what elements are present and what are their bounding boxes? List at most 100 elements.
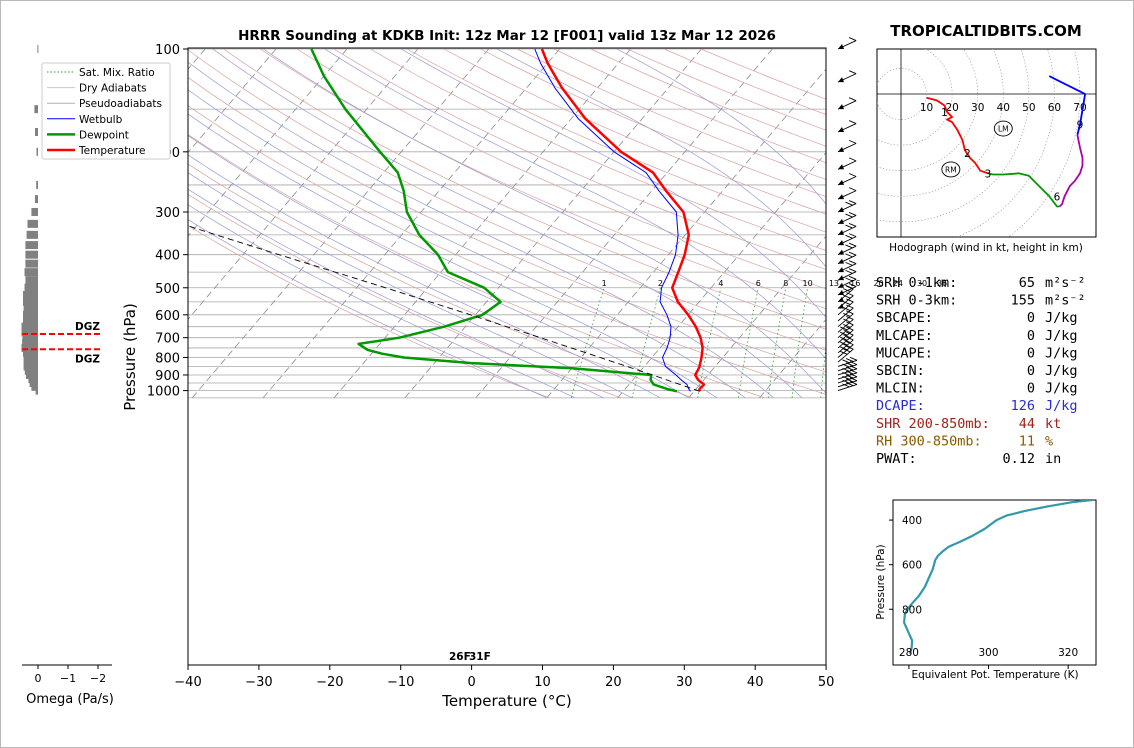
- stat-pwat-label: PWAT:: [876, 451, 917, 467]
- mix-ratio-label: 6: [756, 279, 761, 288]
- wind-barb: [837, 251, 857, 265]
- theta-e-x-tick-label: 300: [979, 647, 999, 659]
- series-wetbulb-line: [534, 48, 691, 392]
- pseudoadiabat-line: [497, 48, 826, 268]
- isotherm-line: [617, 152, 826, 399]
- wind-barb: [837, 120, 857, 133]
- mix-ratio-label: 36: [937, 279, 947, 288]
- wind-barb: [837, 200, 857, 213]
- omega-bar: [24, 268, 38, 277]
- storm-motion-label: LM: [998, 125, 1009, 134]
- theta-e-x-label: Equivalent Pot. Temperature (K): [911, 669, 1078, 681]
- omega-bar: [35, 128, 38, 137]
- dry-adiabat-line: [406, 48, 826, 233]
- hodograph-height-label: 2: [964, 148, 971, 160]
- mix-ratio-label: 2: [658, 279, 663, 288]
- y-tick-label: 700: [155, 332, 180, 347]
- theta-e-plot: [903, 500, 1093, 655]
- stat-sbcin-unit: J/kg: [1045, 363, 1078, 379]
- dry-adiabat-line: [296, 48, 826, 290]
- y-tick-label: 400: [155, 249, 180, 264]
- omega-bar: [31, 207, 38, 216]
- stat-mucape-unit: J/kg: [1045, 345, 1078, 361]
- chart-title: HRRR Sounding at KDKB Init: 12z Mar 12 […: [238, 28, 776, 44]
- omega-bar: [26, 370, 38, 379]
- hodograph-ring: [955, 49, 1055, 237]
- stat-mlcin-unit: J/kg: [1045, 381, 1078, 397]
- skewt-x-label: Temperature (°C): [441, 692, 571, 710]
- pseudoadiabat-line: [400, 48, 826, 319]
- wind-barb: [837, 173, 857, 186]
- wind-barb: [837, 331, 854, 349]
- pseudoadiabat-line: [212, 48, 803, 399]
- y-tick-label: 100: [155, 43, 180, 58]
- hodograph-ring: [877, 49, 1004, 197]
- skewt-profiles: [188, 48, 706, 393]
- wind-barb: [837, 233, 857, 246]
- hodograph-ring-label: 40: [997, 102, 1010, 114]
- wind-barb: [837, 211, 857, 225]
- omega-bar: [23, 304, 38, 313]
- mix-ratio-label: 16: [850, 279, 860, 288]
- stat-mlcin-value: 0: [1027, 381, 1035, 397]
- wind-barb: [837, 37, 857, 50]
- series-temperature-line: [540, 48, 706, 392]
- omega-bar: [25, 250, 38, 259]
- stat-sbcape-label: SBCAPE:: [876, 310, 933, 326]
- dry-adiabat-line: [188, 49, 826, 351]
- pseudoadiabat-line: [188, 154, 661, 399]
- omega-bar: [23, 316, 38, 325]
- theta-e-y-label: Pressure (hPa): [875, 544, 887, 619]
- wind-barb: [837, 345, 854, 363]
- wind-barb: [837, 321, 854, 339]
- stat-mlcin-label: MLCIN:: [876, 381, 925, 397]
- dry-adiabat-line: [188, 225, 550, 399]
- stat-srh1-label: SRH 0-1km:: [876, 275, 957, 291]
- omega-bar: [35, 195, 38, 204]
- stat-shr-value: 44: [1019, 416, 1035, 432]
- stat-dcape-value: 126: [1011, 398, 1035, 414]
- theta-e-x-tick-label: 320: [1058, 647, 1078, 659]
- stat-srh3-value: 155: [1011, 293, 1035, 309]
- y-tick-label: 800: [155, 351, 180, 366]
- omega-bar: [23, 353, 38, 362]
- y-tick-label: 500: [155, 282, 180, 297]
- hodograph-height-label: 3: [985, 168, 992, 180]
- omega-axes: 0 −1 −2 DGZ DGZ: [22, 321, 112, 685]
- omega-bar: [23, 348, 38, 357]
- pseudoadiabat-line: [263, 48, 826, 394]
- stat-rh-value: 11: [1019, 433, 1035, 449]
- skewt-frame: [187, 47, 827, 666]
- legend-label: Dewpoint: [79, 129, 129, 141]
- hodograph-height-label: 1: [941, 107, 948, 119]
- hodograph-ring: [877, 49, 978, 171]
- skewt-diagram: 1 2 4 6 8 10 13 16 20 24 30 36−40 −30 −20 −10 0 10 20 30 40…: [121, 37, 947, 710]
- legend-label: Sat. Mix. Ratio: [79, 67, 155, 79]
- pseudoadiabat-line: [188, 89, 746, 399]
- mix-ratio-label: 13: [829, 279, 839, 288]
- legend-label: Dry Adiabats: [79, 83, 147, 95]
- stat-srh3-label: SRH 0-3km:: [876, 293, 957, 309]
- mix-ratio-label: 4: [718, 279, 723, 288]
- omega-panel: 0 −1 −2 DGZ DGZ Omega (Pa/s): [21, 45, 114, 707]
- x-tick-label: −40: [174, 675, 201, 690]
- stat-rh-unit: %: [1045, 433, 1053, 449]
- stat-shr-unit: kt: [1045, 416, 1061, 432]
- theta-e-x-tick-label: 280: [899, 647, 919, 659]
- omega-bars: [21, 45, 39, 395]
- dry-adiabat-line: [333, 48, 826, 270]
- wind-barb: [837, 70, 857, 83]
- hodograph-ring: [877, 68, 927, 120]
- wind-barb: [837, 97, 857, 110]
- stat-mlcape-unit: J/kg: [1045, 328, 1078, 344]
- dry-adiabat-line: [188, 134, 766, 399]
- wind-barb: [837, 139, 857, 153]
- theta-e-y-tick-label: 800: [902, 604, 922, 616]
- stat-srh3-unit: m²s⁻²: [1045, 293, 1086, 309]
- storm-motion-marker: [993, 120, 1013, 137]
- stat-dcape-label: DCAPE:: [876, 398, 925, 414]
- wind-barb: [837, 326, 854, 344]
- pseudoadiabat-line: [616, 48, 826, 205]
- mix-ratio-label: 10: [803, 279, 813, 288]
- omega-bar: [31, 382, 38, 391]
